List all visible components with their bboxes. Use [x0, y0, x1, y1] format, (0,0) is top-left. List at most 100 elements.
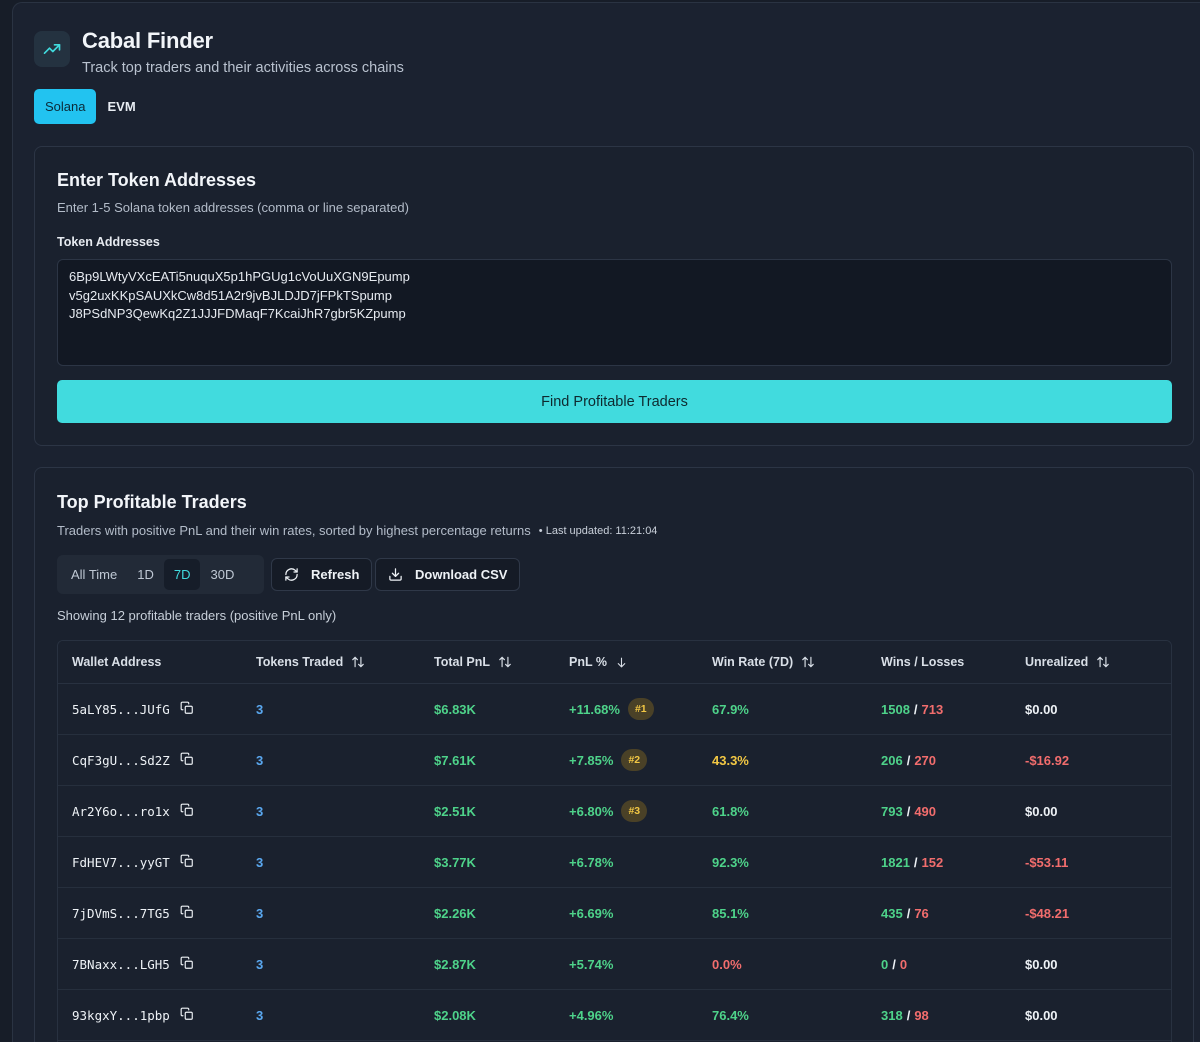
- tab-evm[interactable]: EVM: [96, 89, 146, 124]
- wins: 435: [881, 905, 903, 921]
- copy-icon[interactable]: [180, 701, 194, 718]
- col-wallet-address: Wallet Address: [72, 655, 162, 669]
- total-pnl: $7.61K: [434, 752, 476, 768]
- range-all-time[interactable]: All Time: [71, 567, 118, 582]
- pnl-percent: +7.85%: [569, 752, 614, 768]
- last-updated: • Last updated: 11:21:04: [538, 524, 658, 537]
- sort-desc-icon: [617, 657, 626, 668]
- refresh-button[interactable]: Refresh: [271, 558, 373, 591]
- pnl-percent-cell: +6.69%: [569, 906, 712, 921]
- copy-icon[interactable]: [180, 1007, 194, 1024]
- total-pnl: $6.83K: [434, 701, 476, 717]
- copy-icon[interactable]: [180, 803, 194, 820]
- table-row[interactable]: 93kgxY...1pbp 3 $2.08K +4.96% 76.4% 318/98 $0.…: [58, 990, 1171, 1041]
- separator: /: [913, 854, 918, 870]
- traders-card: Top Profitable Traders Traders with posi…: [34, 467, 1194, 1042]
- wallet-cell: 7BNaxx...LGH5: [58, 956, 256, 973]
- sort-icon: [499, 656, 511, 668]
- table-row[interactable]: FdHEV7...yyGT 3 $3.77K +6.78% 92.3% 1821/152-…: [58, 837, 1171, 888]
- wins: 1508: [881, 701, 910, 717]
- page-title: Cabal Finder: [82, 28, 213, 53]
- pnl-percent: +11.68%: [569, 701, 620, 717]
- wins-losses: 1508/713: [881, 702, 1025, 717]
- token-address-line: v5g2uxKKpSAUXkCw8d51A2r9jvBJLDJD7jFPkTSp…: [69, 287, 392, 303]
- download-csv-label: Download CSV: [415, 567, 508, 582]
- page-subtitle: Track top traders and their activities a…: [82, 60, 404, 76]
- range-7d[interactable]: 7D: [163, 559, 201, 590]
- losses: 713: [921, 701, 944, 717]
- trending-up-icon: [34, 31, 70, 67]
- wins: 318: [881, 1007, 903, 1023]
- tokens-traded[interactable]: 3: [256, 1007, 264, 1023]
- table-row[interactable]: CqF3gU...Sd2Z 3 $7.61K +7.85% #2 43.3% 206/270…: [58, 735, 1171, 786]
- unrealized: -$48.21: [1025, 905, 1070, 921]
- total-pnl: $2.26K: [434, 905, 476, 921]
- total-pnl: $2.87K: [434, 956, 476, 972]
- wallet-cell: 5aLY85...JUfG: [58, 701, 256, 718]
- tokens-traded[interactable]: 3: [256, 803, 264, 819]
- time-range-selector: All Time 1D 7D 30D: [57, 555, 264, 594]
- wins: 206: [881, 752, 903, 768]
- tokens-traded[interactable]: 3: [256, 854, 264, 870]
- table-row[interactable]: 7jDVmS...7TG5 3 $2.26K +6.69% 85.1% 435/76 -$4…: [58, 888, 1171, 939]
- separator: /: [906, 1007, 911, 1023]
- unrealized: -$53.11: [1025, 854, 1069, 870]
- wins-losses: 435/76: [881, 906, 1025, 921]
- refresh-label: Refresh: [311, 567, 360, 582]
- find-traders-button[interactable]: Find Profitable Traders: [57, 380, 1172, 423]
- separator: /: [906, 905, 911, 921]
- copy-icon[interactable]: [180, 956, 194, 973]
- losses: 490: [914, 803, 937, 819]
- wallet-cell: Ar2Y6o...ro1x: [58, 803, 256, 820]
- win-rate: 76.4%: [712, 1007, 749, 1023]
- wallet-address: 93kgxY...1pbp: [72, 1007, 170, 1023]
- tokens-traded[interactable]: 3: [256, 905, 264, 921]
- app-header: Cabal Finder Track top traders and their…: [34, 28, 404, 76]
- table-header: Wallet Address Tokens Traded Total PnL P…: [58, 641, 1171, 684]
- pnl-percent: +6.80%: [569, 803, 614, 819]
- rank-badge: #3: [621, 800, 648, 822]
- table-row[interactable]: 7BNaxx...LGH5 3 $2.87K +5.74% 0.0% 0/0 $0.00: [58, 939, 1171, 990]
- pnl-percent-cell: +7.85% #2: [569, 749, 712, 771]
- download-icon: [389, 568, 402, 581]
- col-win-rate[interactable]: Win Rate (7D): [712, 655, 881, 669]
- traders-card-title: Top Profitable Traders: [57, 492, 247, 512]
- tokens-traded[interactable]: 3: [256, 701, 264, 717]
- losses: 98: [914, 1007, 929, 1023]
- win-rate: 67.9%: [712, 701, 749, 717]
- sort-icon: [352, 656, 365, 668]
- copy-icon[interactable]: [180, 905, 194, 922]
- pnl-percent: +5.74%: [569, 956, 614, 972]
- token-addresses-input[interactable]: 6Bp9LWtyVXcEATi5nuquX5p1hPGUg1cVoUuXGN9E…: [57, 259, 1172, 366]
- wallet-address: CqF3gU...Sd2Z: [72, 752, 170, 768]
- wallet-cell: 93kgxY...1pbp: [58, 1007, 256, 1024]
- traders-table: Wallet Address Tokens Traded Total PnL P…: [57, 640, 1172, 1042]
- unrealized: $0.00: [1025, 803, 1058, 819]
- win-rate: 92.3%: [712, 854, 749, 870]
- losses: 152: [921, 854, 944, 870]
- separator: /: [906, 752, 911, 768]
- wallet-address: FdHEV7...yyGT: [72, 854, 170, 870]
- pnl-percent-cell: +6.78%: [569, 855, 712, 870]
- col-pnl-percent[interactable]: PnL %: [569, 655, 712, 669]
- wallet-cell: CqF3gU...Sd2Z: [58, 752, 256, 769]
- tokens-traded[interactable]: 3: [256, 752, 264, 768]
- wallet-address: 7jDVmS...7TG5: [72, 905, 170, 921]
- range-30d[interactable]: 30D: [210, 567, 235, 582]
- token-input-card: Enter Token Addresses Enter 1-5 Solana t…: [34, 146, 1194, 446]
- download-csv-button[interactable]: Download CSV: [375, 558, 521, 591]
- sort-icon: [802, 656, 814, 668]
- col-unrealized[interactable]: Unrealized: [1025, 655, 1165, 669]
- tokens-traded[interactable]: 3: [256, 956, 264, 972]
- table-row[interactable]: 5aLY85...JUfG 3 $6.83K +11.68% #1 67.9% 1508/7…: [58, 684, 1171, 735]
- wins-losses: 318/98: [881, 1008, 1025, 1023]
- chain-tabs: Solana EVM: [34, 89, 147, 124]
- copy-icon[interactable]: [180, 854, 194, 871]
- range-1d[interactable]: 1D: [137, 567, 154, 582]
- copy-icon[interactable]: [180, 752, 194, 769]
- col-tokens-traded[interactable]: Tokens Traded: [256, 655, 434, 669]
- col-total-pnl[interactable]: Total PnL: [434, 655, 569, 669]
- total-pnl: $3.77K: [434, 854, 476, 870]
- table-row[interactable]: Ar2Y6o...ro1x 3 $2.51K +6.80% #3 61.8% 793/490…: [58, 786, 1171, 837]
- tab-solana[interactable]: Solana: [34, 89, 97, 124]
